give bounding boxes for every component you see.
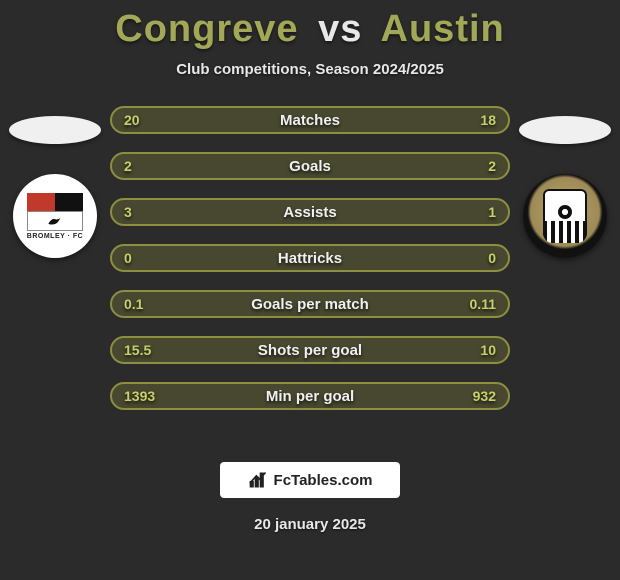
footer-date: 20 january 2025 (0, 516, 620, 533)
comparison-title: Congreve vs Austin (0, 0, 620, 51)
stat-row: 3 Assists 1 (110, 198, 510, 226)
stat-value-right: 18 (480, 112, 496, 128)
stat-row: 1393 Min per goal 932 (110, 382, 510, 410)
stat-row: 20 Matches 18 (110, 106, 510, 134)
player1-name: Congreve (115, 8, 298, 50)
versus-text: vs (318, 8, 362, 50)
stat-label: Hattricks (278, 250, 342, 267)
bromley-fc-badge: BROMLEY · FC (13, 174, 97, 258)
stat-value-right: 1 (488, 204, 496, 220)
stat-row: 0 Hattricks 0 (110, 244, 510, 272)
notts-county-badge (523, 174, 607, 258)
stat-label: Shots per goal (258, 342, 362, 359)
left-player-column: BROMLEY · FC (0, 106, 110, 258)
comparison-content: BROMLEY · FC 20 Matches 18 2 Goals 2 3 Assists 1… (0, 106, 620, 436)
stat-value-left: 20 (124, 112, 140, 128)
right-flag-placeholder (519, 116, 611, 144)
stat-row: 2 Goals 2 (110, 152, 510, 180)
stat-value-right: 2 (488, 158, 496, 174)
stat-label: Matches (280, 112, 340, 129)
stat-label: Min per goal (266, 388, 354, 405)
stat-row: 0.1 Goals per match 0.11 (110, 290, 510, 318)
stat-label: Assists (283, 204, 336, 221)
stat-value-left: 1393 (124, 388, 155, 404)
competition-subtitle: Club competitions, Season 2024/2025 (0, 61, 620, 78)
stat-value-left: 0 (124, 250, 132, 266)
stat-value-right: 932 (473, 388, 496, 404)
raven-icon (47, 215, 63, 227)
football-icon (558, 205, 572, 219)
chart-icon (248, 470, 268, 490)
stat-value-left: 3 (124, 204, 132, 220)
watermark-text: FcTables.com (274, 472, 373, 489)
stat-label: Goals (289, 158, 331, 175)
stat-label: Goals per match (251, 296, 369, 313)
stat-value-left: 0.1 (124, 296, 143, 312)
stat-value-right: 0.11 (470, 296, 496, 312)
stat-row: 15.5 Shots per goal 10 (110, 336, 510, 364)
stat-value-left: 15.5 (124, 342, 151, 358)
stat-value-right: 10 (480, 342, 496, 358)
stat-value-left: 2 (124, 158, 132, 174)
left-flag-placeholder (9, 116, 101, 144)
watermark-badge: FcTables.com (220, 462, 400, 498)
stat-value-right: 0 (488, 250, 496, 266)
stat-rows-container: 20Matches182Goals23Assists10Hattricks00.… (110, 106, 510, 410)
player2-name: Austin (381, 8, 505, 50)
right-player-column (510, 106, 620, 258)
